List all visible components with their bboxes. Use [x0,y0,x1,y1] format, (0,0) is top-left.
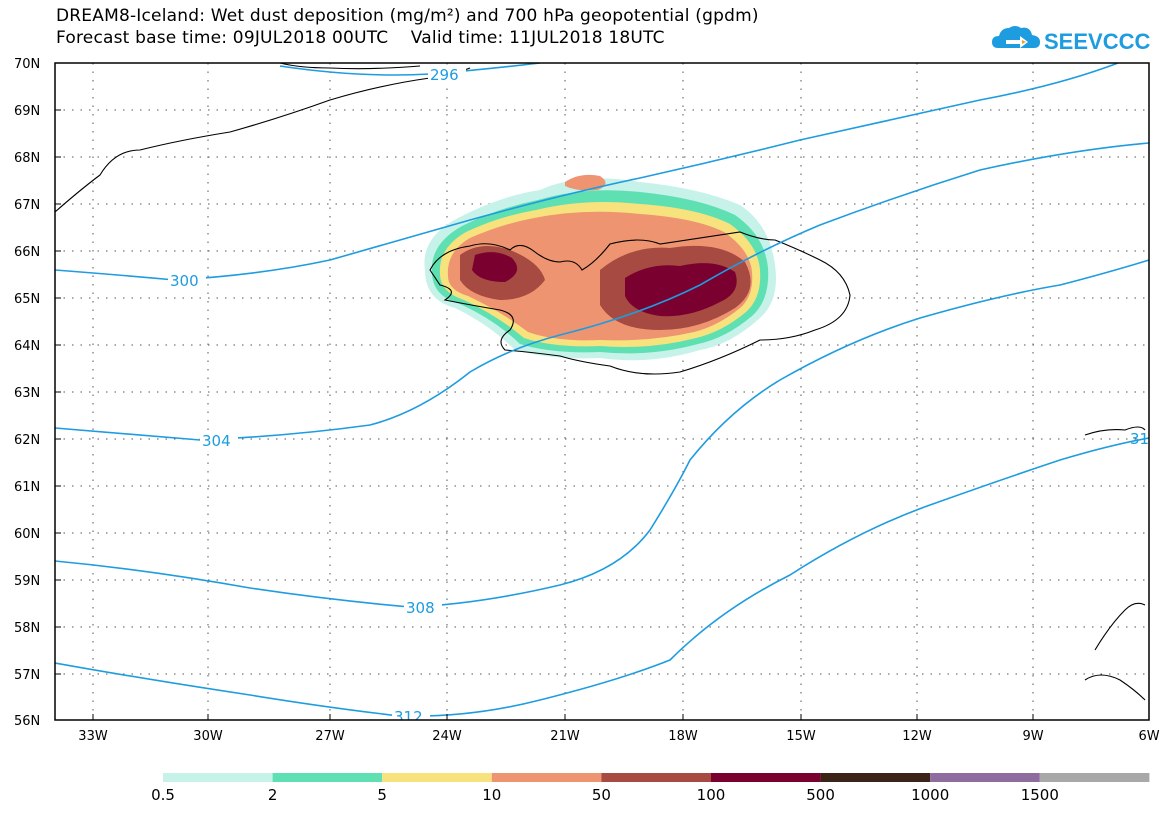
map-title: DREAM8-Iceland: Wet dust deposition (mg/… [56,6,759,26]
contour-312 [55,437,1149,717]
legend-swatch [272,773,383,782]
legend-swatch [930,773,1040,782]
legend-swatch [163,773,273,782]
legend-label: 50 [592,786,611,804]
map-frame [54,62,1150,721]
lon-label: 9W [1022,729,1043,744]
lat-label: 70N [14,57,40,72]
lat-label: 66N [14,245,40,260]
lat-labels: 70N 69N 68N 67N 66N 65N 64N 63N 62N 61N … [14,57,40,729]
dust-deposition-field [424,174,776,361]
lon-label: 27W [315,729,345,744]
legend-swatch [601,773,711,782]
dust-level-100b [625,263,737,317]
legend-swatch [491,773,602,782]
contour-label-300: 300 [170,272,199,290]
lon-label: 12W [902,729,932,744]
lat-label: 68N [14,151,40,166]
legend-swatch [382,773,492,782]
contour-labels: 296 300 304 308 312 31 [168,66,1149,726]
lat-label: 57N [14,668,40,683]
lon-label: 6W [1138,729,1159,744]
lat-label: 59N [14,574,40,589]
contour-label-312: 312 [394,708,423,726]
lat-label: 63N [14,386,40,401]
lat-label: 61N [14,480,40,495]
lat-label: 60N [14,527,40,542]
legend-label: 1500 [1021,786,1059,804]
lat-axis [55,62,61,721]
contour-296 [279,63,541,76]
cloud-arrow-icon [992,26,1040,48]
lat-label: 64N [14,339,40,354]
legend-label: 500 [806,786,835,804]
dust-level-100a [472,252,518,282]
seevccc-logo: SEEVCCC [992,26,1150,54]
lon-label: 15W [786,729,816,744]
lon-label: 33W [78,729,108,744]
legend-label: 0.5 [151,786,175,804]
faroes-norway-coast-a [1084,426,1146,436]
lat-label: 56N [14,714,40,729]
legend-swatch [1039,773,1150,782]
geopotential-contours [55,63,1149,717]
greenland-coast-top [279,63,421,70]
greenland-coastline [55,67,471,213]
lat-label: 67N [14,198,40,213]
legend-label: 5 [377,786,387,804]
lat-label: 69N [14,104,40,119]
legend-label: 2 [268,786,278,804]
lat-label: 65N [14,292,40,307]
lon-label: 21W [550,729,580,744]
logo-text: SEEVCCC [1044,29,1150,54]
contour-label-296: 296 [430,66,459,84]
coastlines [55,63,1146,701]
graticule [55,63,1149,720]
legend-label: 1000 [911,786,949,804]
dust-level-10-island [565,174,606,191]
map-subtitle: Forecast base time: 09JUL2018 00UTC Vali… [56,28,665,48]
lat-label: 62N [14,433,40,448]
legend-swatch [820,773,931,782]
iceland-coastline [429,231,851,375]
color-legend: 0.5 2 5 10 50 100 500 1000 1500 [151,773,1150,804]
lat-label: 58N [14,621,40,636]
faroes-norway-coast-b [1084,602,1146,701]
legend-label: 100 [697,786,726,804]
contour-308 [55,259,1149,608]
contour-label-31: 31 [1130,430,1149,448]
lon-label: 18W [668,729,698,744]
legend-label: 10 [482,786,501,804]
contour-300 [55,63,1119,281]
contour-label-308: 308 [406,599,435,617]
contour-label-304: 304 [202,432,231,450]
lon-label: 30W [193,729,223,744]
contour-304 [55,142,1149,441]
lon-label: 24W [432,729,462,744]
lon-labels: 33W 30W 27W 24W 21W 18W 15W 12W 9W 6W [78,729,1159,744]
lon-axis [92,714,1150,720]
legend-swatch [711,773,821,782]
